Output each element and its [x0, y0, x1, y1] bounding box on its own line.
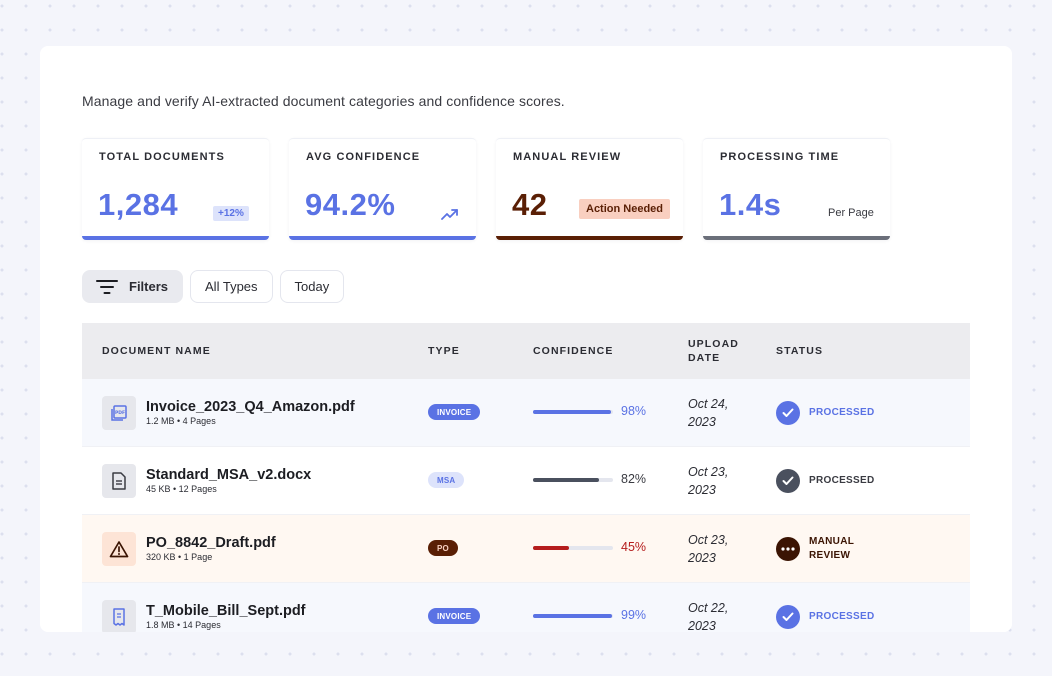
header-document-name[interactable]: DOCUMENT NAME — [102, 345, 211, 357]
header-confidence[interactable]: CONFIDENCE — [533, 345, 614, 357]
table-header: DOCUMENT NAME TYPE CONFIDENCE UPLOAD DAT… — [82, 323, 970, 379]
confidence-value: 82% — [621, 472, 647, 486]
status-label: MANUAL REVIEW — [809, 535, 854, 563]
upload-date: Oct 24, 2023 — [688, 395, 748, 431]
check-circle-icon — [776, 401, 800, 425]
check-circle-icon — [776, 605, 800, 629]
confidence-bar — [533, 546, 613, 550]
type-badge: INVOICE — [428, 608, 481, 624]
header-upload-date[interactable]: UPLOAD DATE — [688, 338, 739, 364]
main-panel: Manage and verify AI-extracted document … — [40, 46, 1012, 632]
table-row[interactable]: T_Mobile_Bill_Sept.pdf 1.8 MB • 14 Pages… — [82, 583, 970, 632]
stat-card-processing-time: PROCESSING TIME 1.4s Per Page — [703, 138, 890, 240]
growth-badge: +12% — [213, 206, 249, 221]
confidence-bar — [533, 614, 613, 618]
document-meta: 1.8 MB • 14 Pages — [146, 620, 221, 630]
svg-text:PDF: PDF — [115, 410, 125, 416]
confidence-bar-fill — [533, 478, 599, 482]
date-filter[interactable]: Today — [279, 270, 345, 303]
header-status[interactable]: STATUS — [776, 345, 824, 357]
receipt-icon — [102, 600, 136, 632]
confidence-value: 98% — [621, 404, 647, 418]
date-line: Oct 23, — [688, 533, 729, 547]
status-line: PROCESSED — [809, 407, 875, 418]
status-line: PROCESSED — [809, 611, 875, 622]
stat-accent-bar — [496, 236, 683, 240]
stat-value: 94.2% — [305, 187, 396, 222]
stat-value: 1.4s — [719, 187, 782, 222]
status-line: PROCESSED — [809, 475, 875, 486]
stat-accent-bar — [703, 236, 890, 240]
confidence-bar-fill — [533, 410, 612, 414]
confidence-bar — [533, 410, 613, 414]
stat-card-total-documents: TOTAL DOCUMENTS 1,284 +12% — [82, 138, 269, 240]
all-types-filter[interactable]: All Types — [190, 270, 273, 303]
status-line: REVIEW — [809, 550, 851, 561]
check-circle-icon — [776, 469, 800, 493]
header-type[interactable]: TYPE — [428, 345, 460, 357]
stat-value: 42 — [512, 187, 548, 222]
upload-date: Oct 23, 2023 — [688, 531, 748, 567]
filter-bar: Filters All Types Today — [82, 270, 345, 303]
type-badge: MSA — [428, 472, 465, 488]
document-icon — [102, 464, 136, 498]
stat-card-manual-review: MANUAL REVIEW 42 Action Needed — [496, 138, 683, 240]
upload-date: Oct 22, 2023 — [688, 599, 748, 632]
date-line: 2023 — [688, 551, 716, 565]
stat-label: PROCESSING TIME — [720, 151, 840, 163]
status-label: PROCESSED — [809, 406, 875, 420]
confidence-value: 45% — [621, 540, 647, 554]
date-line: Oct 23, — [688, 465, 729, 479]
stat-card-avg-confidence: AVG CONFIDENCE 94.2% — [289, 138, 476, 240]
document-meta: 320 KB • 1 Page — [146, 552, 213, 562]
document-meta: 45 KB • 12 Pages — [146, 484, 217, 494]
date-line: Oct 24, — [688, 397, 729, 411]
stat-label: MANUAL REVIEW — [513, 151, 622, 163]
stat-label: TOTAL DOCUMENTS — [99, 151, 225, 163]
table-row[interactable]: Standard_MSA_v2.docx 45 KB • 12 Pages MS… — [82, 447, 970, 515]
upload-date: Oct 23, 2023 — [688, 463, 748, 499]
filters-label: Filters — [129, 279, 169, 294]
status-label: PROCESSED — [809, 610, 875, 624]
date-line: Oct 22, — [688, 601, 729, 615]
document-name[interactable]: PO_8842_Draft.pdf — [146, 535, 276, 551]
document-name[interactable]: T_Mobile_Bill_Sept.pdf — [146, 603, 306, 619]
date-line: 2023 — [688, 619, 716, 632]
date-line: 2023 — [688, 415, 716, 429]
page-subtitle: Manage and verify AI-extracted document … — [82, 93, 565, 109]
stats-row: TOTAL DOCUMENTS 1,284 +12% AVG CONFIDENC… — [82, 138, 890, 240]
table-row[interactable]: PO_8842_Draft.pdf 320 KB • 1 Page PO 45%… — [82, 515, 970, 583]
confidence-value: 99% — [621, 608, 647, 622]
confidence-bar-fill — [533, 614, 613, 618]
pdf-file-icon: PDF — [102, 396, 136, 430]
type-badge: PO — [428, 540, 458, 556]
more-dots-icon — [776, 537, 800, 561]
filters-button[interactable]: Filters — [82, 270, 184, 303]
confidence-bar — [533, 478, 613, 482]
action-needed-badge[interactable]: Action Needed — [579, 199, 671, 219]
stat-accent-bar — [82, 236, 269, 240]
stat-note: Per Page — [828, 207, 874, 219]
document-name[interactable]: Standard_MSA_v2.docx — [146, 467, 312, 483]
documents-table: DOCUMENT NAME TYPE CONFIDENCE UPLOAD DAT… — [82, 323, 970, 632]
warning-icon — [102, 532, 136, 566]
status-label: PROCESSED — [809, 474, 875, 488]
trending-up-icon — [441, 209, 458, 220]
confidence-bar-fill — [533, 546, 569, 550]
document-meta: 1.2 MB • 4 Pages — [146, 416, 216, 426]
date-line: 2023 — [688, 483, 716, 497]
table-row[interactable]: PDF Invoice_2023_Q4_Amazon.pdf 1.2 MB • … — [82, 379, 970, 447]
document-name[interactable]: Invoice_2023_Q4_Amazon.pdf — [146, 399, 355, 415]
stat-label: AVG CONFIDENCE — [306, 151, 421, 163]
filter-icon — [96, 279, 118, 294]
type-badge: INVOICE — [428, 404, 481, 420]
status-line: MANUAL — [809, 536, 855, 547]
stat-accent-bar — [289, 236, 476, 240]
stat-value: 1,284 — [98, 187, 179, 222]
